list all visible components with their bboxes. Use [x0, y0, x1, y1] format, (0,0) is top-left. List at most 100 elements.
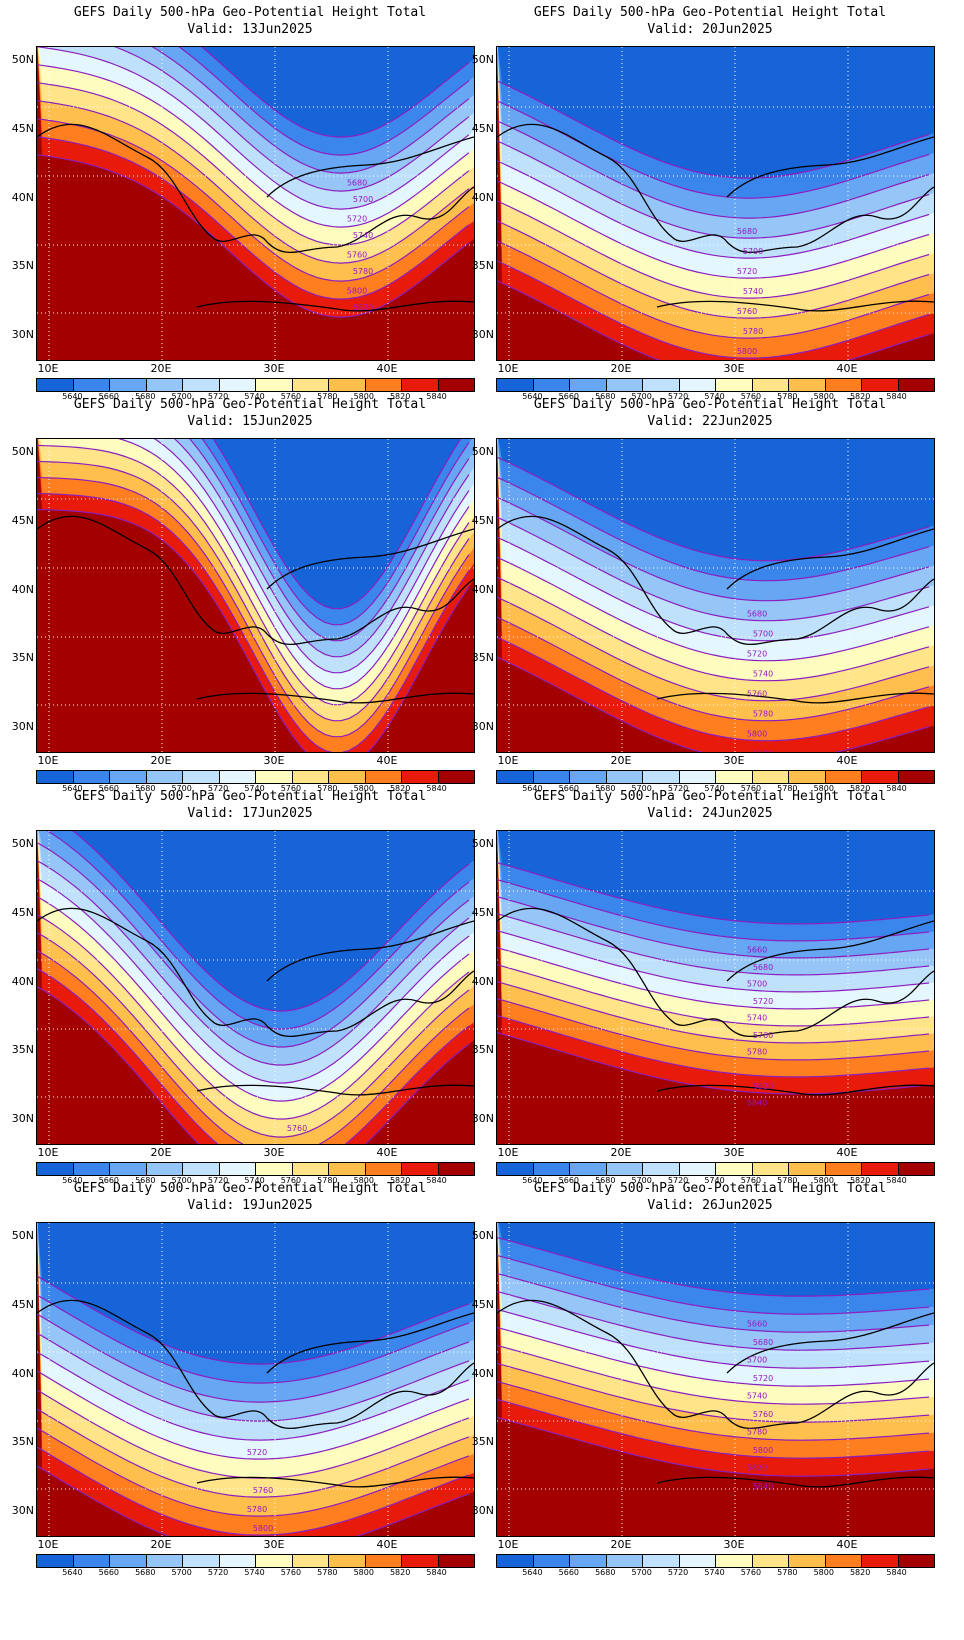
- coastline: [37, 515, 474, 704]
- contour-label: 5760: [253, 1486, 273, 1495]
- forecast-panel: GEFS Daily 500-hPa Geo-Potential Height …: [0, 1176, 482, 1586]
- latitude-tick-label: 40N: [11, 583, 34, 596]
- longitude-tick-label: 30E: [263, 1146, 285, 1159]
- height-band-5640: [37, 1223, 474, 1365]
- colorbar-swatch: [37, 379, 74, 391]
- latitude-tick-label: 45N: [471, 122, 494, 135]
- contour-line: [37, 118, 470, 282]
- latitude-tick-label: 45N: [471, 906, 494, 919]
- height-field-map: 5720 5760 5780 5800: [36, 1222, 475, 1537]
- contour-line: [37, 1313, 470, 1403]
- height-band-5640: [202, 47, 474, 137]
- colorbar-level-label: 5780: [317, 1176, 338, 1185]
- colorbar-level-label: 5720: [667, 784, 689, 793]
- colorbar-swatch: [438, 1163, 474, 1175]
- contour-line: [497, 1416, 930, 1477]
- contour-line: [497, 596, 930, 702]
- latitude-tick-label: 40N: [11, 975, 34, 988]
- panel-title: GEFS Daily 500-hPa Geo-Potential Height …: [533, 1181, 887, 1196]
- coastline: [497, 515, 934, 704]
- longitude-tick-label: 40E: [836, 754, 858, 767]
- colorbar-level-label: 5720: [667, 1568, 689, 1577]
- colorbar-swatch: [679, 771, 716, 783]
- longitude-tick-label: 40E: [836, 1146, 858, 1159]
- colorbar-swatch: [292, 771, 329, 783]
- colorbar-swatch: [497, 771, 534, 783]
- colorbar-level-label: 5780: [777, 392, 798, 401]
- height-field-map: 5680 5700 5720 5740 5760 5780 5800 5820: [36, 46, 475, 361]
- colorbar-swatch: [292, 379, 329, 391]
- colorbar-level-label: 5700: [631, 1568, 652, 1577]
- latitude-tick-label: 35N: [11, 1043, 34, 1056]
- colorbar-swatch: [898, 1163, 934, 1175]
- colorbar-level-label: 5820: [849, 784, 871, 793]
- latitude-tick-label: 45N: [11, 514, 34, 527]
- longitude-tick-label: 20E: [610, 754, 632, 767]
- colorbar-labels: 5640 5660 5680 5700 5720 5740 5760 5780 5800 5820…: [496, 1568, 933, 1580]
- longitude-tick-label: 30E: [723, 754, 745, 767]
- contour-label: 5820: [753, 1082, 773, 1091]
- contour-label: 5680: [347, 178, 367, 187]
- coastline: [37, 1299, 474, 1488]
- forecast-panel: GEFS Daily 500-hPa Geo-Potential Height …: [0, 0, 482, 410]
- contour-line: [37, 1294, 470, 1384]
- colorbar-swatch: [898, 1555, 934, 1567]
- colorbar-swatch: [438, 1555, 474, 1567]
- contour-label: 5780: [353, 267, 373, 276]
- longitude-tick-label: 20E: [150, 1538, 172, 1551]
- colorbar-level-label: 5720: [207, 784, 229, 793]
- colorbar-swatch: [365, 1163, 402, 1175]
- forecast-panel: GEFS Daily 500-hPa Geo-Potential Height …: [0, 392, 482, 802]
- colorbar-swatch: [219, 1555, 256, 1567]
- colorbar-swatch: [862, 1163, 899, 1175]
- colorbar-level-label: 5800: [813, 1568, 834, 1577]
- colorbar-level-label: 5700: [171, 1568, 192, 1577]
- contour-label: 5700: [747, 980, 767, 989]
- latitude-tick-label: 35N: [11, 1435, 34, 1448]
- colorbar-swatch: [679, 1163, 716, 1175]
- latitude-tick-label: 50N: [471, 53, 494, 66]
- colorbar: [36, 378, 475, 392]
- colorbar-swatch: [146, 1163, 183, 1175]
- latitude-tick-label: 35N: [471, 1043, 494, 1056]
- colorbar-swatch: [606, 771, 643, 783]
- height-field-map: 5680 5700 5720 5740 5760 5780 5800: [496, 46, 935, 361]
- longitude-tick-label: 20E: [150, 362, 172, 375]
- contour-line: [497, 1326, 930, 1387]
- longitude-tick-label: 30E: [723, 1538, 745, 1551]
- contour-line: [37, 47, 470, 210]
- colorbar: [496, 770, 935, 784]
- panel-title: GEFS Daily 500-hPa Geo-Potential Height …: [73, 5, 427, 20]
- geopotential-contour-field: 5720 5760 5780 5800: [37, 1223, 474, 1536]
- colorbar-swatch: [438, 771, 474, 783]
- contour-label: 5680: [747, 610, 767, 619]
- contour-line: [497, 1380, 930, 1441]
- colorbar-swatch: [643, 1163, 680, 1175]
- colorbar-swatch: [679, 1555, 716, 1567]
- longitude-tick-label: 30E: [263, 362, 285, 375]
- contour-line: [37, 460, 470, 722]
- contour-line: [497, 964, 930, 1027]
- contour-line: [497, 879, 930, 942]
- latitude-tick-label: 45N: [471, 514, 494, 527]
- geopotential-contour-field: 5660 5680 5700 5720 5740 5760 5780 5820 5840: [497, 831, 934, 1144]
- contour-line: [497, 862, 930, 925]
- colorbar-swatch: [219, 771, 256, 783]
- colorbar-swatch: [329, 1555, 366, 1567]
- latitude-tick-label: 30N: [11, 1112, 34, 1125]
- latitude-tick-label: 50N: [471, 1229, 494, 1242]
- contour-label: 5820: [353, 303, 373, 312]
- forecast-panel: GEFS Daily 500-hPa Geo-Potential Height …: [460, 0, 942, 410]
- contour-label: 5760: [747, 690, 767, 699]
- contour-line: [497, 1236, 930, 1297]
- colorbar-level-label: 5640: [522, 1176, 543, 1185]
- colorbar-swatch: [533, 1555, 570, 1567]
- colorbar-level-label: 5640: [62, 1568, 83, 1577]
- contour-label: 5740: [747, 1014, 767, 1023]
- contour-line: [151, 47, 470, 174]
- colorbar-swatch: [643, 1555, 680, 1567]
- contour-line: [497, 180, 930, 279]
- latitude-tick-label: 50N: [471, 445, 494, 458]
- colorbar-swatch: [292, 1555, 329, 1567]
- colorbar: [496, 1162, 935, 1176]
